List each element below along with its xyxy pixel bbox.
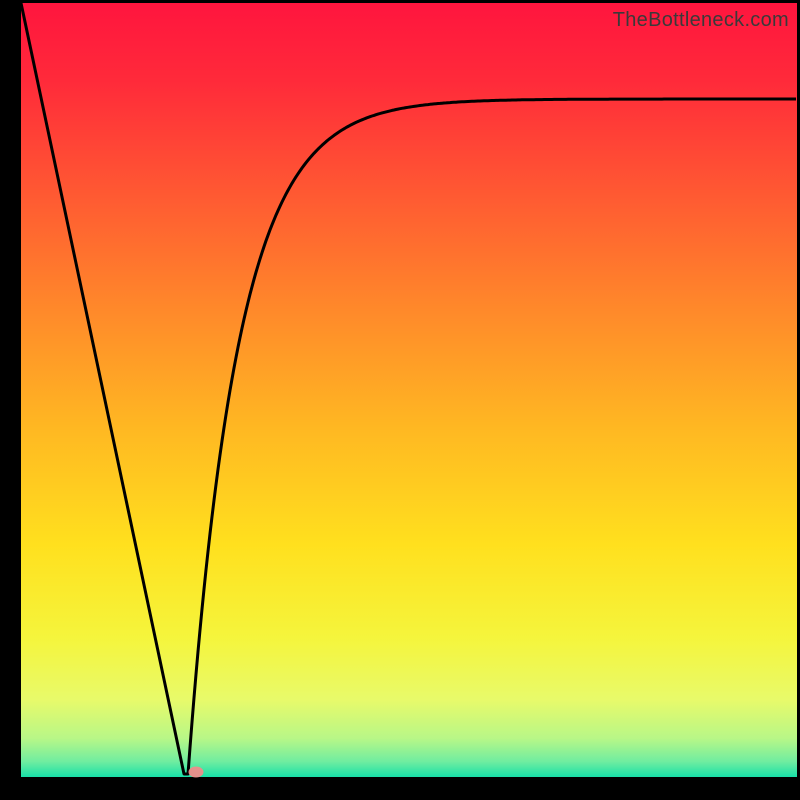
bottleneck-curve xyxy=(21,3,797,777)
chart-plot-area: TheBottleneck.com xyxy=(21,3,797,777)
optimum-marker xyxy=(189,767,204,778)
